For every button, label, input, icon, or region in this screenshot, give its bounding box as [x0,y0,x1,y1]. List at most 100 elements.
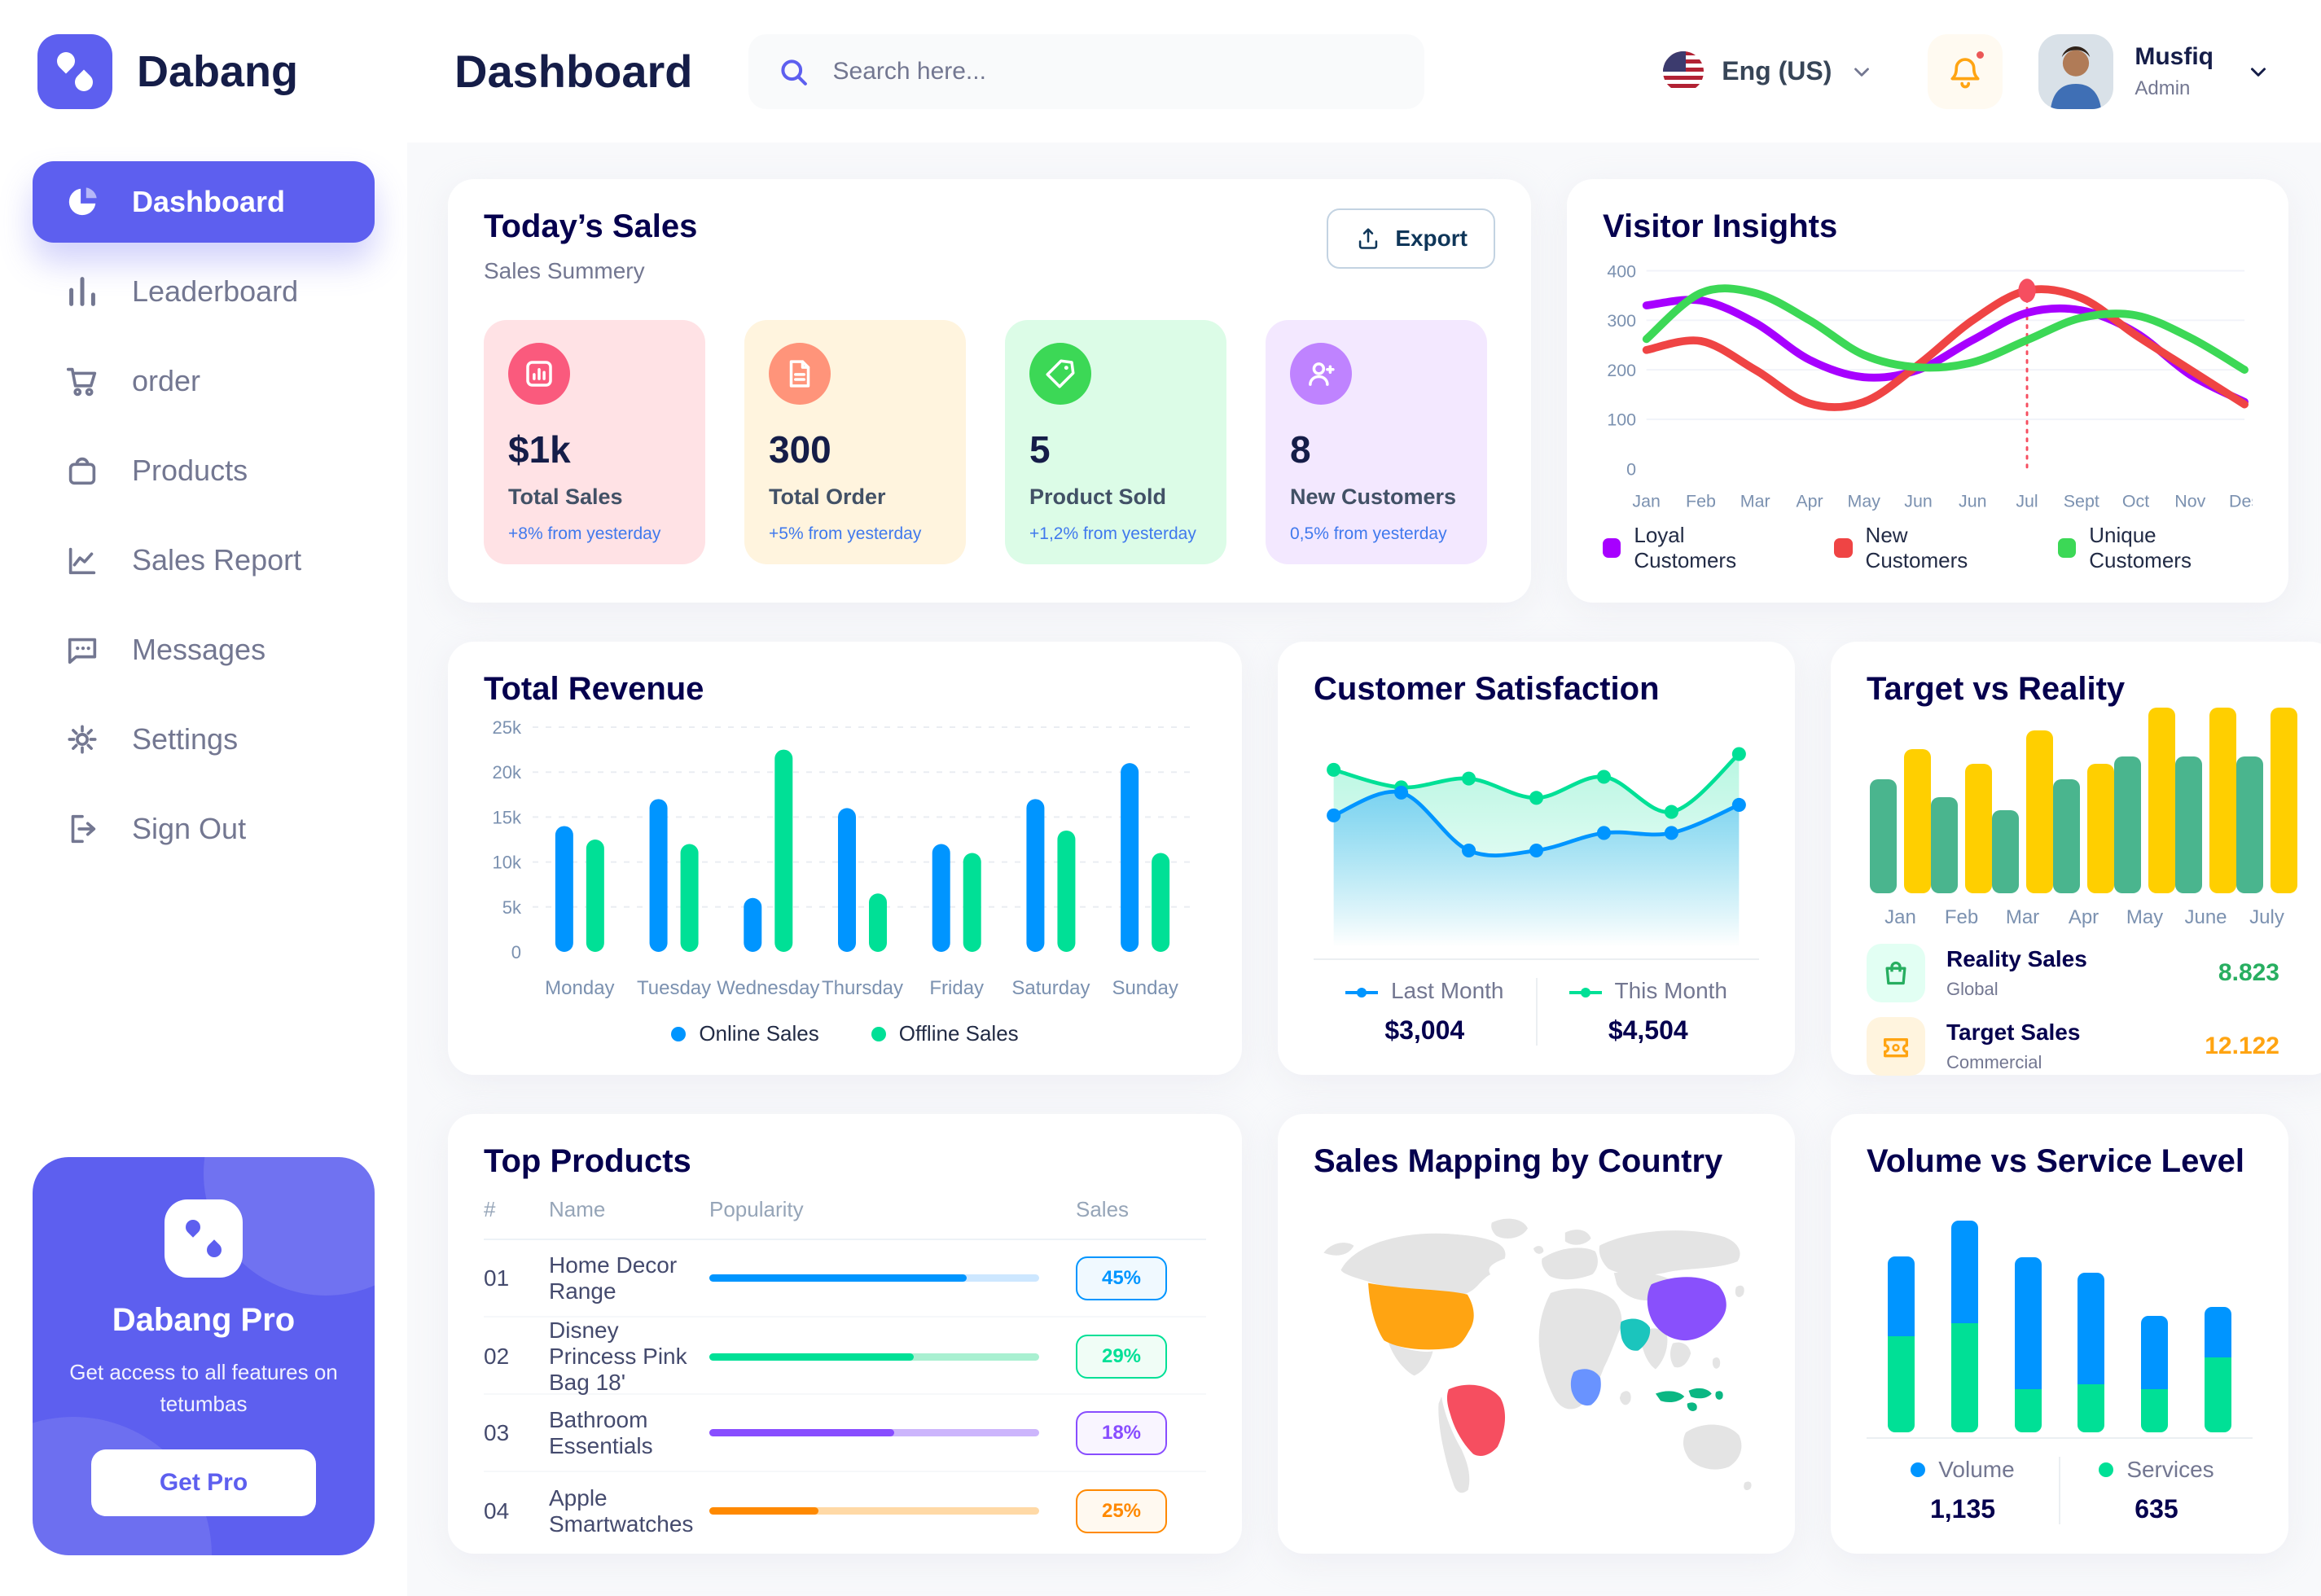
customer-satisfaction-title: Customer Satisfaction [1314,671,1660,707]
shopping-bag-icon [1867,944,1925,1002]
top-products-header: # Name Popularity Sales [484,1180,1206,1240]
sales-badge: 18% [1076,1410,1167,1455]
popularity-bar [709,1429,1039,1436]
svg-text:Des: Des [2229,491,2253,511]
volume-service-title: Volume vs Service Level [1867,1143,2244,1179]
notification-dot [1973,47,1988,62]
svg-text:Monday: Monday [545,977,614,999]
top-products-body: 01 Home Decor Range 45% 02 Disney Princes… [484,1240,1206,1550]
sidebar-item-order[interactable]: order [33,340,375,422]
svg-text:0: 0 [1626,459,1636,479]
volume-service-legend: Volume 1,135 Services 635 [1867,1457,2253,1524]
svg-text:5k: 5k [502,897,522,918]
svg-text:Friday: Friday [929,977,984,999]
user-menu[interactable]: Musfiq Admin [2038,33,2271,109]
services-label: Services [2126,1457,2214,1482]
stat-value: 8 [1290,428,1311,471]
notifications-button[interactable] [1928,33,2003,109]
content: Today’s Sales Sales Summery Export [407,142,2321,1596]
pro-promo-card: Dabang Pro Get access to all features on… [33,1157,375,1555]
top-header: Dashboard Eng (US) [407,0,2321,142]
sidebar-item-leaderboard[interactable]: Leaderboard [33,251,375,332]
user-chevron-down-icon [2251,67,2266,77]
stat-label: New Customers [1290,484,1457,509]
stat-delta: 0,5% from yesterday [1290,524,1447,543]
svg-text:300: 300 [1607,311,1636,331]
country-brazil [1446,1384,1506,1456]
sidebar-item-settings[interactable]: Settings [33,699,375,780]
country-usa [1368,1282,1474,1350]
export-icon [1359,228,1378,249]
target-group-mar: Mar [1992,706,2053,929]
reality-sales-bar [2175,756,2202,893]
volume-service-card: Volume vs Service Level Volume 1,135 Ser… [1831,1114,2288,1554]
target-sales-bar [2026,730,2053,893]
stats-row: $1k Total Sales +8% from yesterday 300 T… [484,320,1495,564]
stat-card-total-order: 300 Total Order +5% from yesterday [744,320,966,564]
get-pro-button[interactable]: Get Pro [91,1449,316,1516]
reality-sales-bar [1870,779,1897,893]
stat-card-new-customers: 8 New Customers 0,5% from yesterday [1266,320,1487,564]
this-month-line-icon [1569,978,1602,1004]
sales-mapping-title: Sales Mapping by Country [1314,1143,1723,1179]
svg-text:Sept: Sept [2064,491,2099,511]
total-revenue-legend: Online Sales Offline Sales [484,1021,1206,1046]
sidebar-item-messages[interactable]: Messages [33,609,375,691]
bell-icon [1950,57,1980,88]
export-button[interactable]: Export [1327,208,1495,269]
search-input[interactable] [831,56,1397,86]
language-selector[interactable]: Eng (US) [1663,50,1874,92]
product-row-apple-smartwatches: 04 Apple Smartwatches 25% [484,1472,1206,1550]
search-bar[interactable] [748,33,1424,109]
stat-card-total-sales: $1k Total Sales +8% from yesterday [484,320,705,564]
top-products-card: Top Products # Name Popularity Sales 01 … [448,1114,1242,1554]
svg-text:Oct: Oct [2122,491,2149,511]
target-sales-bar [2271,708,2297,893]
world-map [1323,1218,1752,1493]
svg-text:Mar: Mar [1740,491,1770,511]
sidebar-item-label: Sign Out [132,812,247,845]
dabang-logo-icon [37,34,112,109]
target-sales-bar [2087,764,2114,893]
logo[interactable]: Dabang [33,34,375,109]
reality-sales-bar [2053,779,2080,893]
reality-sales-legend-row: Reality Sales Global 8.823 [1867,944,2301,1002]
sidebar-item-sales-report[interactable]: Sales Report [33,520,375,601]
divider [1314,958,1759,960]
volume-value: 1,135 [1929,1494,1996,1524]
today-sales-card: Today’s Sales Sales Summery Export [448,179,1531,603]
svg-text:15k: 15k [493,807,522,827]
stat-value: 300 [769,428,831,471]
total-revenue-chart: 0 5k 10k 15k 20k 25k Monday Tuesday Wednesday Thu… [493,717,1192,999]
last-month-line-icon [1345,978,1378,1004]
sidebar-nav: Dashboard Leaderboard order Products Sales R… [33,161,375,870]
target-group-feb: Feb [1931,706,1992,929]
volume-service-bar-2 [1950,1221,1978,1432]
legend-new-customers: New Customers [1834,523,2006,573]
line-chart-icon [64,542,101,579]
total-revenue-card: Total Revenue 0 5k 10k 15k 20k 25k Monday Tuesd… [448,642,1242,1075]
user-name: Musfiq [2135,42,2214,70]
sidebar-item-sign-out[interactable]: Sign Out [33,788,375,870]
sidebar-item-products[interactable]: Products [33,430,375,511]
svg-text:200: 200 [1607,361,1636,380]
svg-text:Wednesday: Wednesday [717,977,819,999]
this-month-value: $4,504 [1608,1015,1688,1045]
sidebar-item-label: Leaderboard [132,274,299,308]
page-title: Dashboard [454,46,693,97]
popularity-bar [709,1507,1039,1515]
svg-text:25k: 25k [493,717,522,738]
legend-online-sales: Online Sales [671,1021,819,1046]
last-month-value: $3,004 [1384,1015,1465,1045]
svg-text:Jul: Jul [2016,491,2038,511]
sidebar-item-dashboard[interactable]: Dashboard [33,161,375,243]
sidebar: Dabang Dashboard Leaderboard order Products… [0,0,407,1596]
sales-badge: 29% [1076,1335,1167,1379]
volume-service-bar-3 [2014,1257,2042,1432]
today-sales-title: Today’s Sales [484,208,698,244]
popularity-bar [709,1353,1039,1361]
legend-loyal-customers: Loyal Customers [1603,523,1782,573]
target-vs-reality-chart: Jan Feb Mar Apr May June July [1867,708,2301,929]
sales-mapping-card: Sales Mapping by Country [1278,1114,1795,1554]
svg-text:Tuesday: Tuesday [637,977,711,999]
